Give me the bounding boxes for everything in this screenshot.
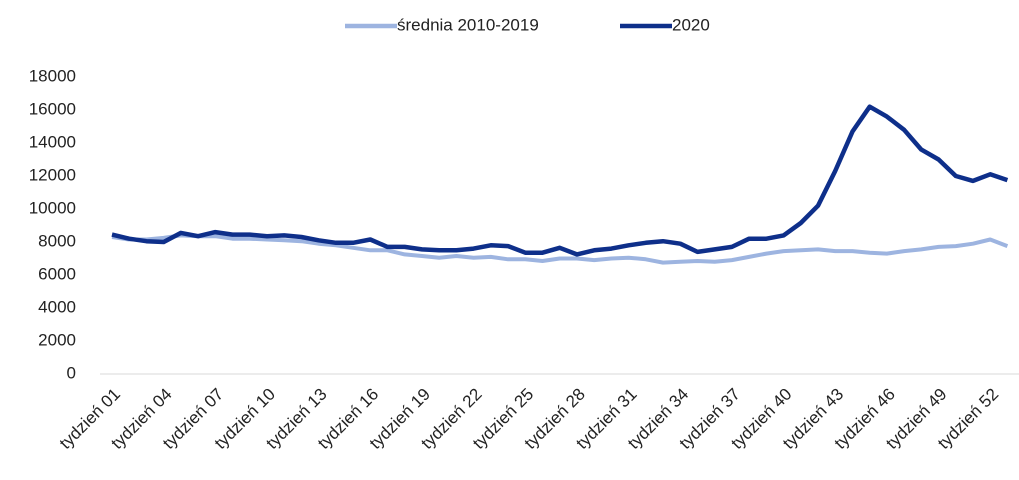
- y-tick-label: 14000: [29, 132, 76, 151]
- legend-label: 2020: [672, 15, 710, 34]
- series-line: [111, 104, 1009, 257]
- y-tick-label: 4000: [38, 297, 76, 316]
- series-line: [111, 233, 1009, 265]
- y-tick-label: 0: [67, 363, 76, 382]
- y-tick-label: 12000: [29, 165, 76, 184]
- y-tick-label: 6000: [38, 264, 76, 283]
- y-tick-label: 16000: [29, 99, 76, 118]
- y-tick-label: 8000: [38, 231, 76, 250]
- legend-label: średnia 2010-2019: [397, 15, 539, 34]
- y-tick-label: 10000: [29, 198, 76, 217]
- y-tick-label: 2000: [38, 330, 76, 349]
- y-tick-label: 18000: [29, 66, 76, 85]
